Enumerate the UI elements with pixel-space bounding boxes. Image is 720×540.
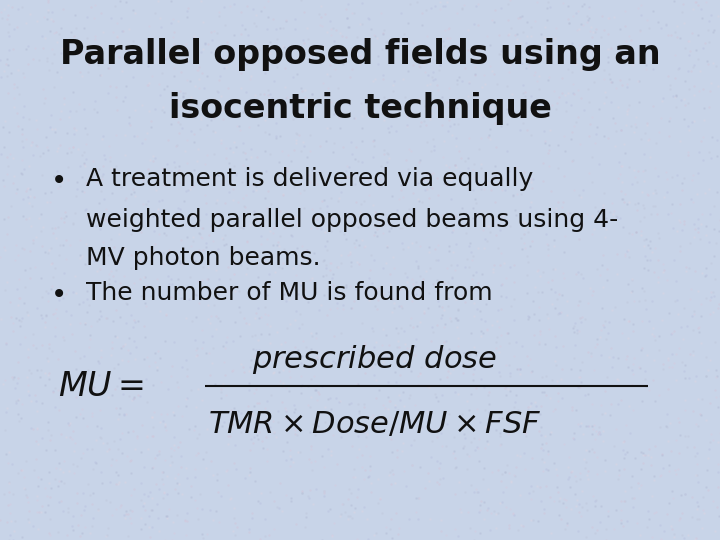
Text: $\mathit{prescribed\ dose}$: $\mathit{prescribed\ dose}$ bbox=[252, 342, 497, 376]
Text: •: • bbox=[50, 281, 67, 309]
Text: Parallel opposed fields using an: Parallel opposed fields using an bbox=[60, 38, 660, 71]
Text: •: • bbox=[50, 167, 67, 195]
Text: $\mathit{TMR} \times \mathit{Dose} / \mathit{MU} \times \mathit{FSF}$: $\mathit{TMR} \times \mathit{Dose} / \ma… bbox=[207, 410, 541, 440]
Text: MV photon beams.: MV photon beams. bbox=[86, 246, 321, 269]
Text: A treatment is delivered via equally: A treatment is delivered via equally bbox=[86, 167, 534, 191]
Text: $MU =$: $MU =$ bbox=[58, 369, 144, 403]
Text: The number of MU is found from: The number of MU is found from bbox=[86, 281, 493, 305]
Text: weighted parallel opposed beams using 4-: weighted parallel opposed beams using 4- bbox=[86, 208, 618, 232]
Text: isocentric technique: isocentric technique bbox=[168, 92, 552, 125]
